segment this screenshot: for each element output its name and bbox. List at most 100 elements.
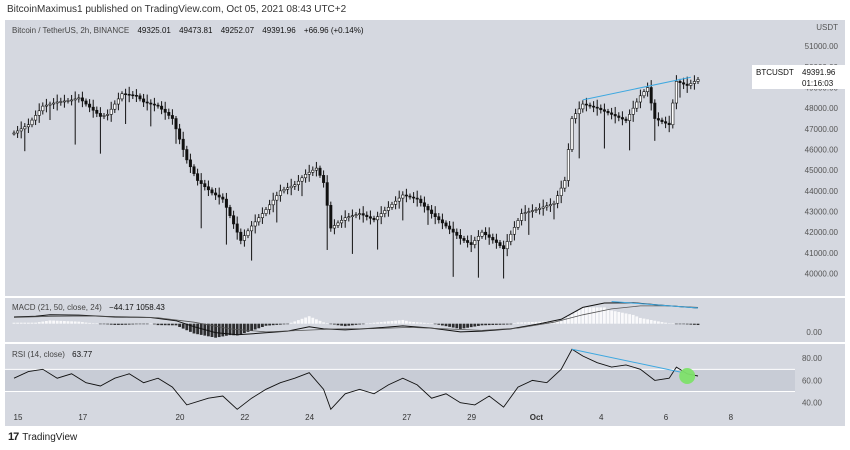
chart[interactable]: 51000.0050000.0049000.0048000.0047000.00… bbox=[0, 0, 850, 430]
candle-body bbox=[210, 189, 214, 194]
time-tick-label: 24 bbox=[305, 413, 314, 422]
macd-histogram-bar bbox=[336, 323, 340, 326]
candle-body bbox=[476, 236, 480, 241]
macd-histogram-bar bbox=[300, 318, 304, 324]
macd-histogram-bar bbox=[379, 322, 383, 324]
candle-body bbox=[152, 103, 156, 106]
macd-histogram-bar bbox=[639, 317, 642, 324]
macd-histogram-bar bbox=[646, 319, 649, 324]
candle-body bbox=[44, 104, 48, 107]
candle-body bbox=[106, 114, 110, 116]
candle-body bbox=[300, 177, 304, 182]
candle-body bbox=[293, 184, 297, 187]
macd-histogram-bar bbox=[138, 323, 142, 325]
candle-body bbox=[404, 194, 408, 197]
candle-body bbox=[318, 167, 322, 176]
candle-body bbox=[552, 202, 556, 205]
rsi-tick-label: 40.00 bbox=[802, 399, 823, 408]
macd-histogram-bar bbox=[599, 307, 603, 324]
macd-histogram-bar bbox=[657, 321, 660, 324]
last-price-countdown: 01:16:03 bbox=[802, 79, 834, 88]
candle-body bbox=[541, 206, 545, 209]
time-tick-label: 22 bbox=[240, 413, 249, 422]
rsi-band bbox=[5, 369, 795, 392]
candle-body bbox=[329, 205, 333, 229]
macd-histogram-bar bbox=[297, 320, 300, 324]
candle-body bbox=[59, 101, 63, 103]
candle-body bbox=[466, 240, 470, 243]
macd-histogram-bar bbox=[250, 323, 253, 331]
candle-body bbox=[390, 204, 394, 208]
candle-body bbox=[145, 101, 149, 104]
candle-body bbox=[214, 192, 218, 196]
macd-histogram-bar bbox=[59, 320, 63, 324]
price-tick-label: 43000.00 bbox=[805, 208, 839, 217]
macd-histogram-bar bbox=[491, 323, 495, 325]
macd-histogram-bar bbox=[41, 321, 45, 324]
macd-histogram-bar bbox=[88, 322, 91, 324]
macd-histogram-bar bbox=[55, 320, 59, 324]
indicator-lines bbox=[13, 76, 699, 411]
macd-histogram-bar bbox=[73, 321, 77, 324]
candle-body bbox=[498, 242, 502, 246]
macd-histogram-bar bbox=[664, 322, 667, 324]
macd-histogram-bar bbox=[390, 320, 394, 324]
macd-histogram-bar bbox=[286, 323, 289, 325]
macd-histogram-bar bbox=[261, 323, 264, 328]
candle-body bbox=[376, 216, 380, 221]
rsi-label: RSI (14, close) bbox=[12, 350, 65, 359]
candle-body bbox=[250, 225, 254, 232]
candle-body bbox=[502, 245, 506, 250]
macd-histogram-bar bbox=[675, 323, 678, 325]
footer-brand: 17 TradingView bbox=[8, 431, 77, 443]
candle-body bbox=[286, 187, 290, 190]
candle-body bbox=[444, 222, 448, 227]
candle-body bbox=[656, 118, 660, 121]
candle-body bbox=[559, 187, 563, 196]
candle-body bbox=[512, 227, 516, 235]
price-tick-label: 46000.00 bbox=[805, 146, 839, 155]
macd-histogram-bar bbox=[383, 321, 387, 324]
candle-body bbox=[530, 210, 534, 212]
candle-body bbox=[631, 107, 635, 115]
macd-histogram-bar bbox=[23, 322, 27, 324]
macd-zero-tick: 0.00 bbox=[806, 328, 822, 337]
macd-values: −44.17 1058.43 bbox=[109, 303, 165, 312]
macd-histogram-bar bbox=[473, 323, 477, 327]
candle-body bbox=[419, 198, 423, 204]
macd-histogram-bar bbox=[412, 321, 415, 324]
candles-group bbox=[12, 75, 700, 279]
macd-trendline bbox=[611, 301, 699, 309]
macd-signal-line bbox=[13, 305, 699, 333]
macd-histogram-bar bbox=[563, 318, 567, 324]
macd-histogram-bar bbox=[30, 322, 34, 324]
candle-body bbox=[289, 185, 293, 189]
macd-histogram-bar bbox=[444, 323, 448, 327]
candle-body bbox=[268, 204, 272, 210]
macd-axis-panel bbox=[795, 298, 845, 342]
candle-body bbox=[610, 112, 614, 115]
candle-body bbox=[196, 173, 200, 181]
macd-histogram-bar bbox=[142, 323, 145, 325]
candle-body bbox=[228, 207, 232, 216]
macd-histogram-bar bbox=[466, 323, 469, 328]
candle-body bbox=[520, 213, 524, 221]
candle-body bbox=[48, 103, 52, 106]
macd-histogram-bar bbox=[610, 310, 613, 324]
candle-body bbox=[52, 102, 56, 105]
macd-histogram-bar bbox=[570, 314, 574, 324]
candle-body bbox=[469, 242, 473, 245]
candle-body bbox=[296, 180, 300, 185]
candle-body bbox=[156, 104, 160, 107]
macd-histogram-bar bbox=[588, 307, 592, 324]
price-pane[interactable] bbox=[5, 20, 795, 296]
macd-histogram-bar bbox=[624, 313, 628, 324]
macd-histogram-bar bbox=[311, 317, 315, 324]
candle-body bbox=[307, 171, 311, 175]
macd-histogram-bar bbox=[178, 323, 181, 327]
candle-body bbox=[448, 225, 452, 230]
macd-histogram-bar bbox=[415, 322, 419, 324]
macd-histogram-bar bbox=[19, 322, 23, 324]
macd-histogram-bar bbox=[239, 323, 243, 335]
macd-histogram-bar bbox=[264, 323, 268, 326]
